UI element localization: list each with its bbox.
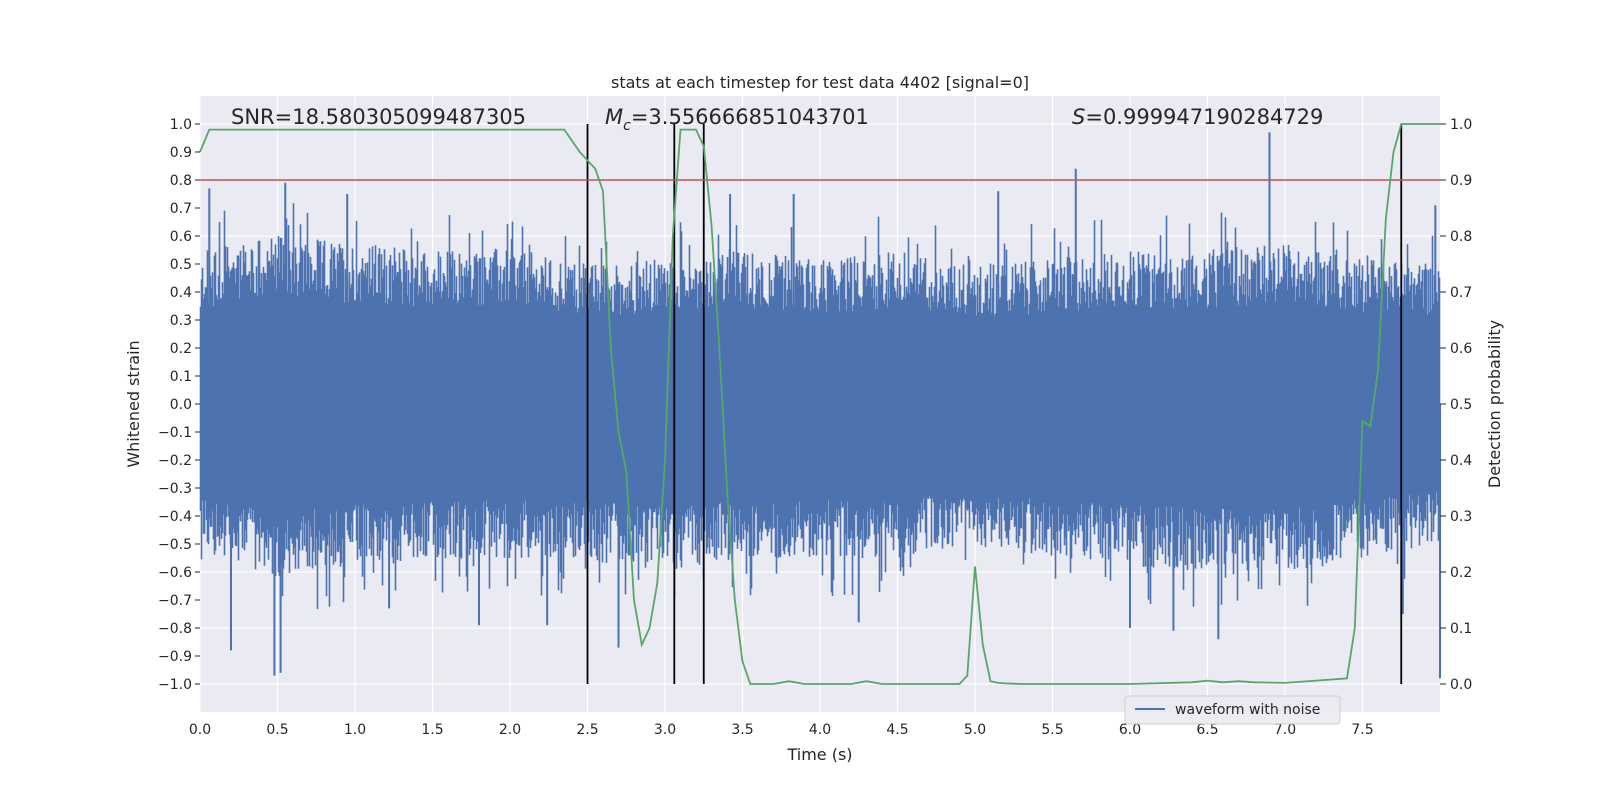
left-y-tick-label: 0.5 bbox=[170, 257, 192, 273]
x-tick-label: 5.0 bbox=[964, 722, 986, 738]
x-tick-label: 3.0 bbox=[654, 722, 676, 738]
x-tick-label: 4.5 bbox=[886, 722, 908, 738]
x-tick-label: 0.5 bbox=[266, 722, 288, 738]
left-y-tick-label: −0.3 bbox=[158, 481, 192, 497]
left-y-tick-label: 0.4 bbox=[170, 285, 192, 301]
probability-series bbox=[199, 123, 1440, 685]
right-y-axis-label: Detection probability bbox=[1485, 320, 1504, 488]
chirp-mass-annotation: Mc=3.556666851043701 bbox=[605, 105, 869, 134]
left-y-tick-label: 0.9 bbox=[170, 145, 192, 161]
score-symbol: S bbox=[1072, 105, 1085, 129]
left-y-axis-label: Whitened strain bbox=[124, 340, 143, 467]
x-tick-label: 3.5 bbox=[731, 722, 753, 738]
x-tick-label: 7.5 bbox=[1351, 722, 1373, 738]
right-y-tick-label: 0.1 bbox=[1450, 621, 1472, 637]
legend: waveform with noise bbox=[1124, 695, 1341, 725]
left-y-tick-label: 0.8 bbox=[170, 173, 192, 189]
chirp-mass-subscript: c bbox=[623, 118, 631, 134]
chirp-mass-symbol: M bbox=[605, 105, 623, 129]
snr-annotation: SNR=18.580305099487305 bbox=[231, 105, 526, 129]
left-y-tick-label: −1.0 bbox=[158, 677, 192, 693]
right-y-tick-label: 1.0 bbox=[1450, 117, 1472, 133]
right-y-tick-label: 0.3 bbox=[1450, 509, 1472, 525]
right-y-tick-label: 0.0 bbox=[1450, 677, 1472, 693]
left-y-tick-label: −0.1 bbox=[158, 425, 192, 441]
waveform-series bbox=[199, 132, 1441, 679]
left-y-tick-label: −0.4 bbox=[158, 509, 192, 525]
right-y-tick-label: 0.9 bbox=[1450, 173, 1472, 189]
left-y-tick-label: 0.3 bbox=[170, 313, 192, 329]
x-tick-label: 1.5 bbox=[421, 722, 443, 738]
x-tick-label: 0.0 bbox=[189, 722, 211, 738]
right-y-tick-label: 0.6 bbox=[1450, 341, 1472, 357]
left-y-tick-label: 1.0 bbox=[170, 117, 192, 133]
left-y-tick-label: −0.8 bbox=[158, 621, 192, 637]
left-y-tick-label: −0.2 bbox=[158, 453, 192, 469]
right-y-tick-label: 0.4 bbox=[1450, 453, 1472, 469]
x-tick-label: 7.0 bbox=[1274, 722, 1296, 738]
x-tick-label: 5.5 bbox=[1041, 722, 1063, 738]
x-axis-label: Time (s) bbox=[786, 745, 852, 764]
left-y-tick-label: −0.6 bbox=[158, 565, 192, 581]
score-annotation: S=0.999947190284729 bbox=[1072, 105, 1323, 129]
chart-title: stats at each timestep for test data 440… bbox=[611, 73, 1029, 92]
x-tick-label: 2.0 bbox=[499, 722, 521, 738]
left-y-tick-label: −0.9 bbox=[158, 649, 192, 665]
right-y-tick-label: 0.2 bbox=[1450, 565, 1472, 581]
chirp-mass-value: =3.556666851043701 bbox=[631, 105, 869, 129]
x-axis-ticks: 0.0 0.5 1.0 1.5 2.0 2.5 3.0 3.5 4.0 4.5 5.0 5.5 6.0 6… bbox=[189, 722, 1374, 738]
left-y-tick-label: 0.6 bbox=[170, 229, 192, 245]
left-y-axis-ticks: 1.0 0.9 0.8 0.7 0.6 0.5 0.4 0.3 0.2 0.1 0.0 −0.1 −0.… bbox=[158, 117, 200, 693]
left-y-tick-label: −0.5 bbox=[158, 537, 192, 553]
left-y-tick-label: 0.0 bbox=[170, 397, 192, 413]
right-y-tick-label: 0.8 bbox=[1450, 229, 1472, 245]
x-tick-label: 4.0 bbox=[809, 722, 831, 738]
score-value: =0.999947190284729 bbox=[1085, 105, 1323, 129]
x-tick-label: 2.5 bbox=[576, 722, 598, 738]
waveform-body bbox=[199, 203, 1441, 609]
legend-box bbox=[1124, 695, 1341, 725]
x-tick-label: 1.0 bbox=[344, 722, 366, 738]
right-y-axis-ticks: 1.0 0.9 0.8 0.7 0.6 0.5 0.4 0.3 0.2 0.1 0.0 bbox=[1440, 117, 1472, 693]
left-y-tick-label: 0.1 bbox=[170, 369, 192, 385]
left-y-tick-label: 0.2 bbox=[170, 341, 192, 357]
x-tick-label: 6.0 bbox=[1119, 722, 1141, 738]
left-y-tick-label: 0.7 bbox=[170, 201, 192, 217]
left-y-tick-label: −0.7 bbox=[158, 593, 192, 609]
x-tick-label: 6.5 bbox=[1196, 722, 1218, 738]
right-y-tick-label: 0.5 bbox=[1450, 397, 1472, 413]
right-y-tick-label: 0.7 bbox=[1450, 285, 1472, 301]
legend-label: waveform with noise bbox=[1175, 702, 1320, 718]
